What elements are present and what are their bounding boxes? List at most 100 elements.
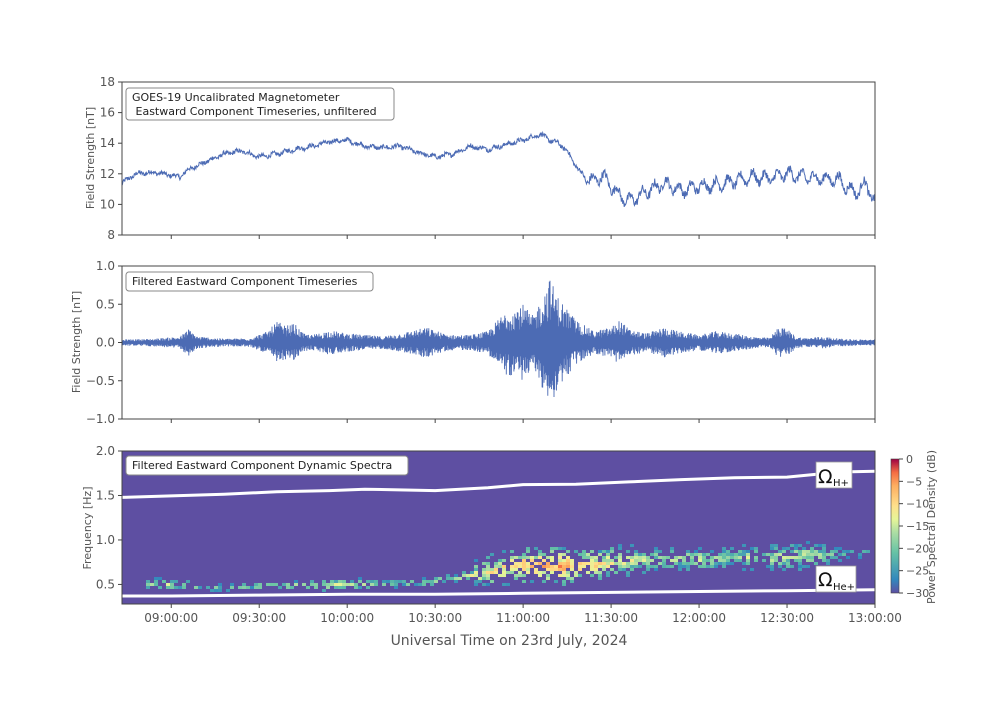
omega-h-subscript: H+ (833, 478, 849, 489)
spectrogram-cell (550, 571, 554, 574)
spectrogram-cell (614, 556, 618, 559)
spectrogram-cell (814, 550, 818, 553)
spectrogram-cell (610, 568, 614, 571)
spectrogram-cell (454, 574, 458, 577)
spectrogram-cell (742, 550, 746, 553)
spectrogram-cell (326, 583, 330, 586)
spectrogram-cell (770, 544, 774, 547)
spectrogram-cell (566, 550, 570, 553)
spectrogram-cell (798, 553, 802, 556)
spectrogram-cell (714, 562, 718, 565)
spectrogram-cell (266, 583, 270, 586)
spectrogram-cell (802, 553, 806, 556)
spectrogram-cell (770, 562, 774, 565)
spectrogram-cell (598, 562, 602, 565)
spectrogram-cell (550, 547, 554, 550)
spectrogram-cell (550, 565, 554, 568)
spectrogram-cell (618, 544, 622, 547)
spectrogram-cell (554, 580, 558, 583)
spectrogram-cell (726, 556, 730, 559)
spectrogram-cell (558, 565, 562, 568)
spectrogram-cell (290, 586, 294, 589)
spectrogram-cell (530, 559, 534, 562)
spectrogram-cell (774, 556, 778, 559)
spectrogram-cell (806, 550, 810, 553)
spectrogram-cell (754, 550, 758, 553)
spectrogram-cell (826, 559, 830, 562)
spectrogram-cell (602, 568, 606, 571)
spectrogram-cell (710, 562, 714, 565)
spectrogram-cell (254, 583, 258, 586)
panel-1-frame (121, 81, 876, 236)
spectrogram-cell (730, 562, 734, 565)
spectrogram-cell (650, 559, 654, 562)
spectrogram-cell (806, 565, 810, 568)
spectrogram-cell (770, 553, 774, 556)
spectrogram-cell (698, 559, 702, 562)
spectrogram-cell (582, 553, 586, 556)
spectrogram-cell (830, 553, 834, 556)
spectrogram-cell (662, 556, 666, 559)
spectrogram-cell (622, 562, 626, 565)
spectrogram-cell (606, 562, 610, 565)
x-tick-label: 11:00:00 (496, 611, 550, 625)
spectrogram-cell (570, 565, 574, 568)
spectrogram-cell (630, 559, 634, 562)
spectrogram-cell (534, 571, 538, 574)
spectrogram-cell (782, 550, 786, 553)
omega-he-subscript: He+ (833, 582, 855, 593)
spectrogram-cell (610, 559, 614, 562)
spectrogram-cell (614, 562, 618, 565)
spectrogram-cell (834, 556, 838, 559)
spectrogram-cell (258, 583, 262, 586)
panel-2-ylabel: Field Strength [nT] (70, 291, 83, 393)
y-tick-label: 12 (100, 167, 115, 181)
spectrogram-cell (594, 565, 598, 568)
spectrogram-cell (522, 553, 526, 556)
spectrogram-cell (526, 568, 530, 571)
spectrogram-cell (598, 577, 602, 580)
spectrogram-cell (354, 586, 358, 589)
spectrogram-cell (474, 568, 478, 571)
spectrogram-cell (494, 565, 498, 568)
spectrogram-cell (626, 556, 630, 559)
spectrogram-cell (178, 586, 182, 589)
spectrogram-cell (798, 544, 802, 547)
spectrogram-cell (334, 586, 338, 589)
omega-h-gyrofrequency-line (122, 469, 875, 499)
spectrogram-cell (538, 571, 542, 574)
spectrogram-cell (502, 583, 506, 586)
spectrogram-cell (270, 583, 274, 586)
spectrogram-cell (146, 583, 150, 586)
spectrogram-cell (446, 577, 450, 580)
spectrogram-cell (470, 574, 474, 577)
spectrogram-cell (542, 553, 546, 556)
panel-2-label-box: Filtered Eastward Component Timeseries (125, 271, 374, 292)
panel-1-title-line-1: GOES-19 Uncalibrated Magnetometer (132, 91, 340, 104)
spectrogram-cell (154, 580, 158, 583)
spectrogram-cell (546, 568, 550, 571)
spectrogram-cell (846, 556, 850, 559)
spectrogram-cell (366, 580, 370, 583)
spectrogram-cell (286, 586, 290, 589)
spectrogram-cell (578, 574, 582, 577)
spectrogram-cell (494, 571, 498, 574)
spectrogram-cell (726, 559, 730, 562)
spectrogram-cell (450, 577, 454, 580)
spectrogram-cell (666, 556, 670, 559)
spectrogram-cell (678, 565, 682, 568)
spectrogram-cell (482, 583, 486, 586)
spectrogram-cell (502, 565, 506, 568)
omega-he-symbol: Ω (818, 569, 833, 591)
spectrogram-cell (214, 586, 218, 589)
spectrogram-cell (486, 574, 490, 577)
spectrogram-cell (770, 556, 774, 559)
spectrogram-cell (862, 550, 866, 553)
spectrogram-cell (722, 547, 726, 550)
spectrogram-cell (822, 547, 826, 550)
spectrogram-cell (594, 562, 598, 565)
x-tick-label: 09:30:00 (232, 611, 286, 625)
spectrogram-cell (646, 559, 650, 562)
spectrogram-cell (582, 562, 586, 565)
spectrogram-cell (738, 559, 742, 562)
